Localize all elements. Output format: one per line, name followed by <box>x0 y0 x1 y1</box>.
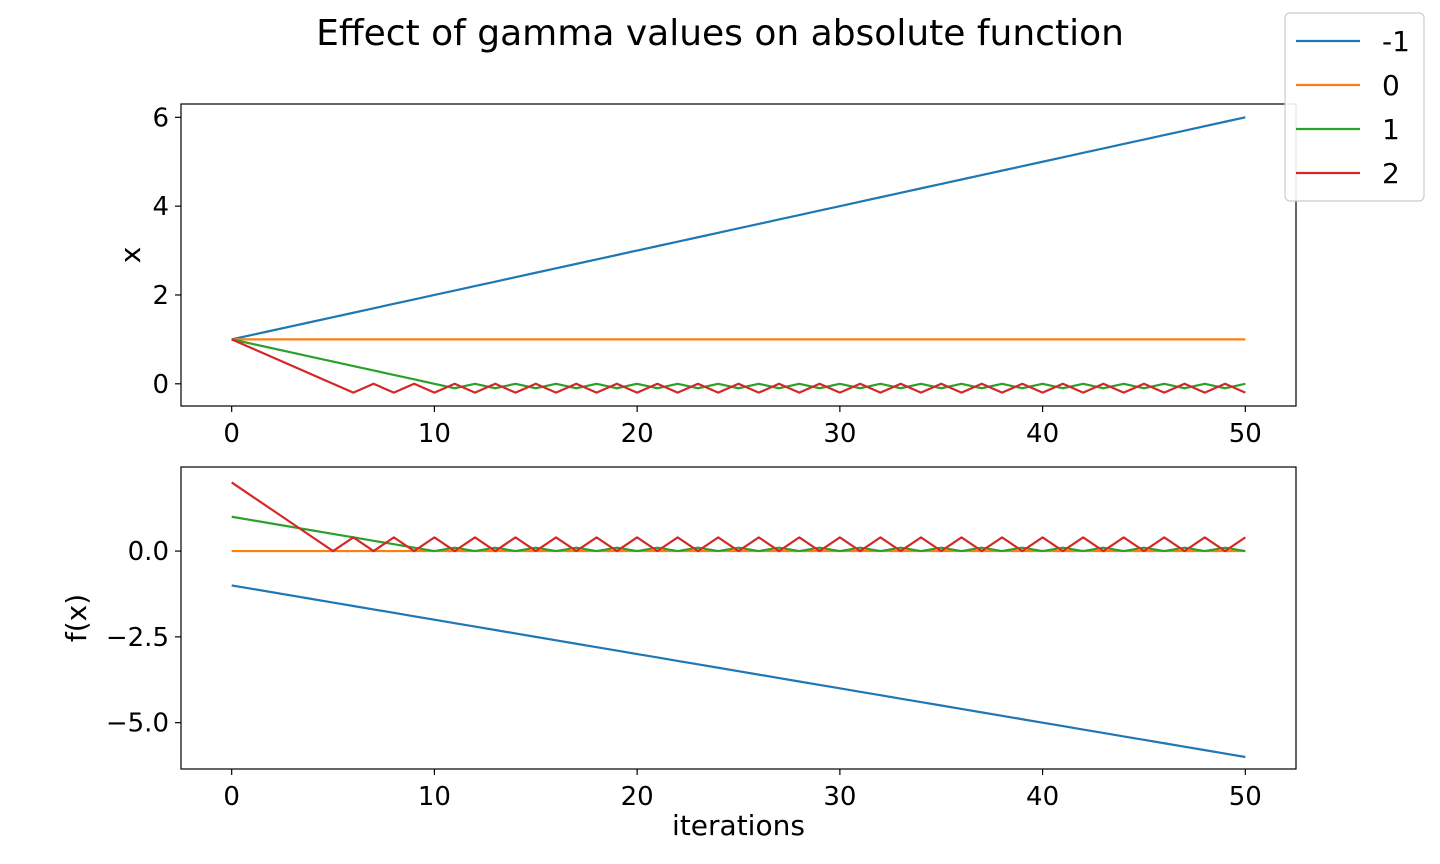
top-axes: 0 10 20 30 40 50 0 2 4 6 x <box>114 103 1297 449</box>
bottom-xtick-label: 40 <box>1026 782 1059 812</box>
top-ytick-label: 4 <box>152 192 169 222</box>
top-xtick-label: 40 <box>1026 419 1059 449</box>
bottom-xtick-label: 0 <box>223 782 240 812</box>
legend-frame <box>1284 12 1425 202</box>
top-series-line-gamma-1 <box>231 338 1246 390</box>
top-ytick-label: 0 <box>152 370 169 400</box>
top-series-line-gamma-2 <box>231 338 1246 394</box>
bottom-ylabel: f(x) <box>60 594 93 642</box>
bottom-ytick-label: 0.0 <box>128 537 169 567</box>
top-ytick-label: 2 <box>152 281 169 311</box>
bottom-axes: 0 10 20 30 40 50 0.0 −2.5 −5.0 f(x) iterations <box>60 466 1297 842</box>
bottom-ytick-label: −2.5 <box>106 623 169 653</box>
top-ylabel: x <box>114 247 147 264</box>
bottom-xlabel: iterations <box>672 809 805 842</box>
legend-label-gamma-0: 0 <box>1382 69 1400 102</box>
legend-label-gamma-1: 1 <box>1382 113 1400 146</box>
top-series-line-gamma--1 <box>231 116 1246 341</box>
bottom-axes-frame <box>180 466 1297 770</box>
top-ytick-label: 6 <box>152 103 169 133</box>
bottom-series-line-gamma-2 <box>231 481 1246 553</box>
bottom-xtick-label: 10 <box>418 782 451 812</box>
legend-label-gamma--1: -1 <box>1382 25 1410 58</box>
legend: -1 0 1 2 <box>1284 12 1425 202</box>
bottom-xtick-label: 20 <box>621 782 654 812</box>
top-xtick-label: 20 <box>621 419 654 449</box>
figure-title: Effect of gamma values on absolute funct… <box>316 13 1124 54</box>
bottom-xtick-label: 50 <box>1229 782 1262 812</box>
bottom-ytick-label: −5.0 <box>106 709 169 739</box>
top-xtick-label: 10 <box>418 419 451 449</box>
top-axes-frame <box>180 103 1297 407</box>
legend-label-gamma-2: 2 <box>1382 157 1400 190</box>
top-xtick-label: 30 <box>823 419 856 449</box>
top-xtick-label: 0 <box>223 419 240 449</box>
bottom-xtick-label: 30 <box>823 782 856 812</box>
bottom-series-line-gamma--1 <box>231 584 1246 759</box>
bottom-series-line-gamma-1 <box>231 515 1246 553</box>
top-xtick-label: 50 <box>1229 419 1262 449</box>
